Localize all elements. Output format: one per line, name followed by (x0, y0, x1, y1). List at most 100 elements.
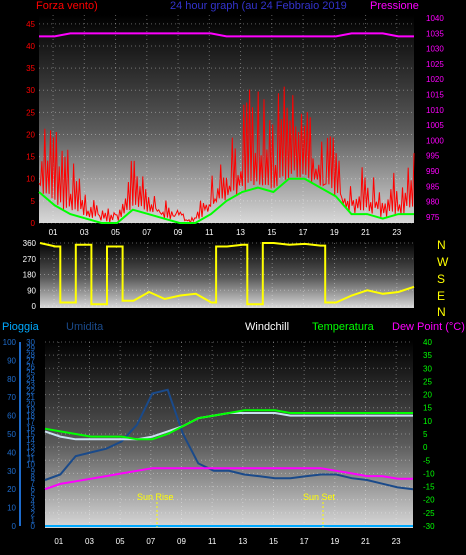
x-tick: 05 (111, 228, 120, 237)
wind-avg-line (38, 177, 414, 224)
y-tick: 90 (27, 286, 36, 295)
y-left-tick: 21 (26, 393, 35, 402)
y-left-tick: 14 (26, 436, 35, 445)
x-tick: 07 (142, 228, 151, 237)
sunrise-label: Sun Rise (137, 492, 174, 502)
x-tick: 11 (205, 228, 214, 237)
x-tick: 05 (116, 537, 125, 546)
y-left-tick: 40 (26, 42, 35, 51)
y-right-tick: 30 (423, 364, 432, 373)
x-tick: 21 (361, 537, 370, 546)
panel3-grid (45, 341, 413, 527)
y-right-tick: 1030 (426, 45, 444, 54)
x-tick: 13 (236, 228, 245, 237)
y-left-tick: 3 (31, 504, 36, 513)
y-left-tick: 1 (31, 516, 36, 525)
legend-rain: Pioggia (2, 321, 40, 333)
y-left-tick: 8 (31, 473, 36, 482)
sunset-label: Sun Set (303, 492, 336, 502)
y-left-tick: 15 (26, 153, 35, 162)
y-left-tick: 35 (26, 64, 35, 73)
pressure-label: Pressione (370, 0, 419, 12)
y-left-tick: 20 (26, 399, 35, 408)
panel2-ticks: 0 90 180 270 360 (23, 239, 37, 311)
x-tick: 03 (85, 537, 94, 546)
y-right-tick: 15 (423, 404, 432, 413)
y-left-tick: 23 (26, 381, 35, 390)
wind-gust-line (38, 86, 415, 225)
y-left-tick: 25 (26, 369, 35, 378)
y-left-tick: 16 (26, 424, 35, 433)
y-right-tick: 985 (426, 182, 440, 191)
y-tick: 0 (32, 302, 37, 311)
wind-direction-plot-area (40, 241, 414, 308)
y-right-tick: -5 (423, 456, 431, 465)
x-tick: 09 (177, 537, 186, 546)
y-left-tick: 5 (31, 197, 36, 206)
y-right-tick: 40 (423, 338, 432, 347)
y-humidity-tick: 0 (12, 522, 17, 531)
y-right-tick: 1005 (426, 121, 444, 130)
panel1-grid (39, 15, 414, 224)
y-left-tick: 4 (31, 497, 36, 506)
y-right-tick: 10 (423, 417, 432, 426)
y-right-tick: 990 (426, 167, 440, 176)
temperature-line (44, 409, 413, 441)
panel2-series (39, 242, 415, 306)
y-left-tick: 7 (31, 479, 36, 488)
x-tick: 11 (208, 537, 217, 546)
y-humidity-tick: 60 (7, 412, 16, 421)
y-left-tick: 30 (26, 86, 35, 95)
y-right-tick: 1040 (426, 14, 444, 23)
y-left-tick: 0 (31, 219, 36, 228)
x-tick: 13 (238, 537, 247, 546)
y-right-tick: -30 (423, 522, 435, 531)
legend-temperature: Temperatura (312, 321, 375, 333)
dir-label-s: S (437, 272, 445, 286)
x-tick: 17 (300, 537, 309, 546)
y-left-tick: 13 (26, 442, 35, 451)
wind-direction-line (39, 242, 415, 306)
y-humidity-tick: 90 (7, 356, 16, 365)
y-left-tick: 27 (26, 356, 35, 365)
legend-humidity: Umidita (66, 321, 104, 333)
y-right-tick: -15 (423, 483, 435, 492)
y-right-tick: -10 (423, 469, 435, 478)
y-left-tick: 25 (26, 108, 35, 117)
x-tick: 23 (392, 228, 401, 237)
panel1-ticks: 0510152025303540459759809859909951000100… (26, 14, 444, 237)
y-right-tick: 35 (423, 351, 432, 360)
dir-label-n-top: N (437, 238, 446, 252)
humidity-line (44, 388, 414, 491)
y-left-tick: 26 (26, 363, 35, 372)
x-tick: 03 (80, 228, 89, 237)
y-right-tick: 20 (423, 391, 432, 400)
y-left-tick: 9 (31, 467, 36, 476)
y-right-tick: 1010 (426, 106, 444, 115)
y-left-tick: 0 (31, 522, 36, 531)
dir-label-e: E (437, 289, 445, 303)
y-left-tick: 29 (26, 344, 35, 353)
dir-label-w: W (437, 255, 449, 269)
y-left-tick: 2 (31, 510, 36, 519)
x-tick: 15 (267, 228, 276, 237)
y-humidity-tick: 40 (7, 448, 16, 457)
x-tick: 19 (330, 537, 339, 546)
x-tick: 07 (146, 537, 155, 546)
chart-title: 24 hour graph (au 24 Febbraio 2019 (170, 0, 347, 12)
y-left-tick: 19 (26, 405, 35, 414)
y-right-tick: 1000 (426, 136, 444, 145)
x-tick: 21 (361, 228, 370, 237)
x-tick: 19 (330, 228, 339, 237)
y-left-tick: 11 (27, 455, 36, 464)
y-right-tick: 1020 (426, 75, 444, 84)
x-tick: 01 (54, 537, 63, 546)
y-humidity-tick: 20 (7, 485, 16, 494)
y-tick: 360 (23, 239, 37, 248)
y-humidity-tick: 70 (7, 393, 16, 402)
y-humidity-tick: 10 (7, 504, 16, 513)
wind-pressure-plot-area (39, 15, 414, 223)
y-left-tick: 20 (26, 130, 35, 139)
legend-dewpoint: Dew Point (°C) (392, 321, 465, 333)
y-tick: 180 (23, 271, 37, 280)
